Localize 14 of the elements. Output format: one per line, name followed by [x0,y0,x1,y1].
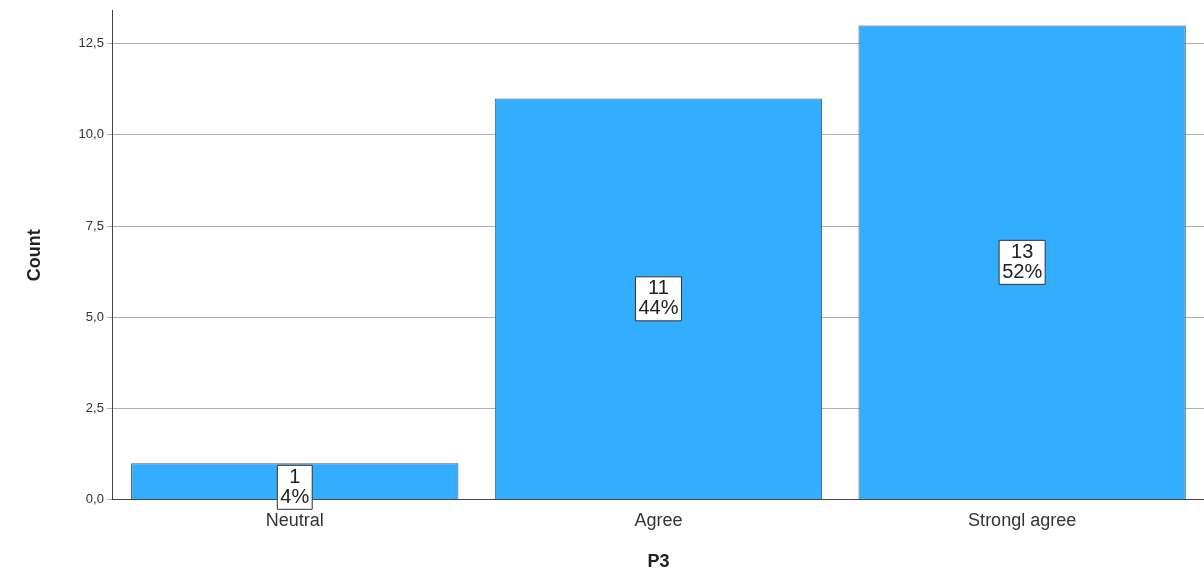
x-tick-label: Strongl agree [968,509,1077,530]
y-tick-label: 5,0 [85,308,104,324]
x-axis-title: P3 [647,551,670,572]
y-tick-label: 2,5 [85,400,104,416]
x-tick-label: Neutral [265,509,324,530]
x-tick-label: Agree [634,509,683,530]
data-label: 11 44% [638,276,679,319]
y-axis-title: Count [23,229,44,282]
data-label: 13 52% [1002,239,1043,282]
y-tick-label: 0,0 [85,491,104,507]
data-label: 1 4% [280,464,310,507]
y-tick-label: 10,0 [78,126,104,142]
y-tick-label: 12,5 [78,35,104,51]
y-tick-label: 7,5 [85,217,104,233]
